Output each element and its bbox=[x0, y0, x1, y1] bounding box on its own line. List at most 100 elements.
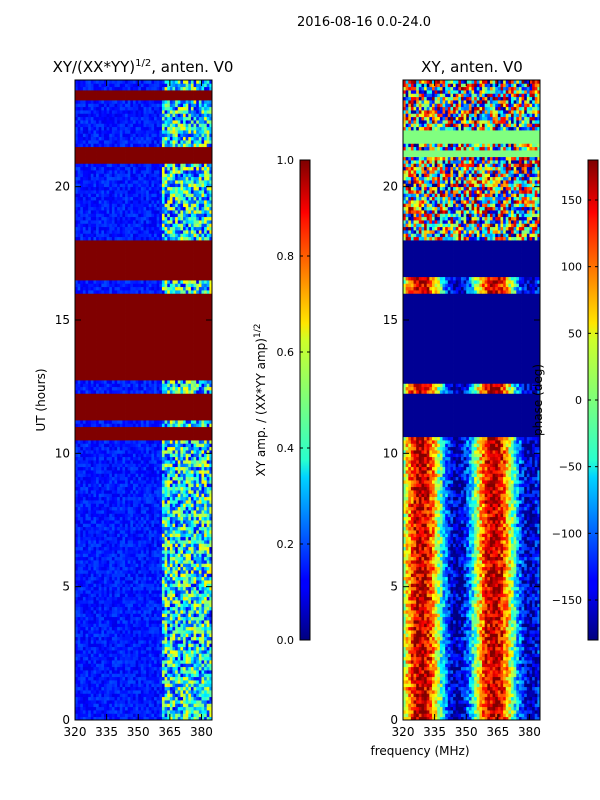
amplitude-cell bbox=[180, 633, 184, 638]
amplitude-cell bbox=[96, 516, 100, 521]
amplitude-cell bbox=[75, 633, 79, 638]
amplitude-cell bbox=[188, 550, 192, 554]
amplitude-cell bbox=[156, 540, 160, 544]
amplitude-cell bbox=[80, 686, 84, 691]
amplitude-cell bbox=[209, 493, 212, 498]
amplitude-cell bbox=[172, 426, 176, 431]
amplitude-cell bbox=[175, 640, 179, 644]
amplitude-cell bbox=[132, 506, 136, 511]
amplitude-cell bbox=[77, 690, 81, 694]
amplitude-cell bbox=[117, 530, 121, 534]
amplitude-cell bbox=[180, 666, 184, 671]
amplitude-cell bbox=[209, 463, 212, 468]
amplitude-cell bbox=[80, 563, 84, 568]
amplitude-cell bbox=[151, 706, 155, 711]
amplitude-cell bbox=[82, 703, 86, 708]
amplitude-cell bbox=[204, 706, 208, 711]
amplitude-cell bbox=[114, 450, 118, 454]
amplitude-cell bbox=[177, 436, 181, 441]
amplitude-cell bbox=[132, 636, 136, 641]
amplitude-cell bbox=[103, 690, 108, 694]
amplitude-cell bbox=[111, 623, 115, 628]
amplitude-cell bbox=[164, 466, 168, 471]
amplitude-cell bbox=[172, 530, 176, 534]
amplitude-cell bbox=[193, 560, 197, 564]
amplitude-cell bbox=[119, 503, 123, 508]
amplitude-cell bbox=[185, 426, 189, 431]
amplitude-cell bbox=[196, 600, 200, 604]
amplitude-cell bbox=[88, 500, 92, 504]
amplitude-cell bbox=[117, 546, 121, 551]
amplitude-cell bbox=[164, 693, 168, 698]
amplitude-cell bbox=[201, 690, 205, 694]
amplitude-cell bbox=[190, 550, 194, 554]
amplitude-cell bbox=[77, 620, 81, 624]
amplitude-cell bbox=[96, 666, 100, 671]
amplitude-cell bbox=[135, 486, 139, 491]
amplitude-cell bbox=[164, 420, 168, 424]
amplitude-cell bbox=[140, 426, 144, 431]
amplitude-cell bbox=[125, 496, 129, 501]
amplitude-cell bbox=[209, 706, 212, 711]
amplitude-cell bbox=[146, 500, 150, 504]
amplitude-cell bbox=[161, 470, 165, 474]
amplitude-cell bbox=[101, 536, 105, 541]
amplitude-cell bbox=[80, 613, 84, 618]
amplitude-cell bbox=[201, 640, 205, 644]
amplitude-cell bbox=[140, 530, 144, 534]
amplitude-cell bbox=[125, 683, 129, 688]
amplitude-cell bbox=[75, 583, 79, 588]
amplitude-cell bbox=[167, 403, 171, 408]
amplitude-cell bbox=[156, 563, 160, 568]
amplitude-cell bbox=[143, 636, 147, 641]
amplitude-cell bbox=[80, 560, 84, 564]
amplitude-cell bbox=[175, 420, 179, 424]
amplitude-cell bbox=[204, 433, 208, 438]
amplitude-cell bbox=[80, 410, 84, 414]
amplitude-cell bbox=[169, 603, 173, 608]
amplitude-cell bbox=[196, 553, 200, 558]
amplitude-cell bbox=[196, 686, 200, 691]
amplitude-cell bbox=[204, 670, 208, 674]
amplitude-cell bbox=[206, 666, 210, 671]
amplitude-cell bbox=[135, 626, 139, 631]
amplitude-cell bbox=[82, 583, 86, 588]
amplitude-cell bbox=[196, 680, 200, 684]
amplitude-cell bbox=[201, 513, 205, 518]
amplitude-cell bbox=[119, 690, 123, 694]
amplitude-cell bbox=[154, 683, 158, 688]
amplitude-cell bbox=[127, 460, 131, 464]
amplitude-cell bbox=[206, 686, 210, 691]
amplitude-cell bbox=[122, 686, 126, 691]
amplitude-cell bbox=[85, 646, 89, 651]
amplitude-cell bbox=[132, 500, 136, 504]
amplitude-cell bbox=[180, 506, 184, 511]
amplitude-cell bbox=[119, 693, 123, 698]
amplitude-cell bbox=[140, 463, 144, 468]
amplitude-cell bbox=[106, 466, 110, 471]
amplitude-cell bbox=[206, 516, 210, 521]
amplitude-cell bbox=[196, 613, 200, 618]
amplitude-cell bbox=[177, 483, 181, 488]
amplitude-cell bbox=[138, 480, 142, 484]
amplitude-cell bbox=[154, 613, 158, 618]
amplitude-cell bbox=[161, 663, 165, 668]
amplitude-cell bbox=[106, 686, 110, 691]
amplitude-cell bbox=[75, 483, 79, 488]
amplitude-cell bbox=[190, 523, 194, 528]
amplitude-cell bbox=[119, 413, 123, 418]
amplitude-cell bbox=[125, 546, 129, 551]
amplitude-cell bbox=[188, 546, 192, 551]
amplitude-cell bbox=[140, 533, 144, 538]
amplitude-cell bbox=[143, 670, 147, 674]
amplitude-cell bbox=[177, 463, 181, 468]
amplitude-cell bbox=[183, 520, 187, 524]
amplitude-cell bbox=[196, 596, 200, 601]
amplitude-cell bbox=[193, 530, 197, 534]
amplitude-cell bbox=[132, 610, 136, 614]
amplitude-cell bbox=[183, 553, 187, 558]
amplitude-cell bbox=[201, 496, 205, 501]
amplitude-cell bbox=[109, 430, 113, 434]
amplitude-cell bbox=[80, 603, 84, 608]
amplitude-cell bbox=[109, 466, 113, 471]
